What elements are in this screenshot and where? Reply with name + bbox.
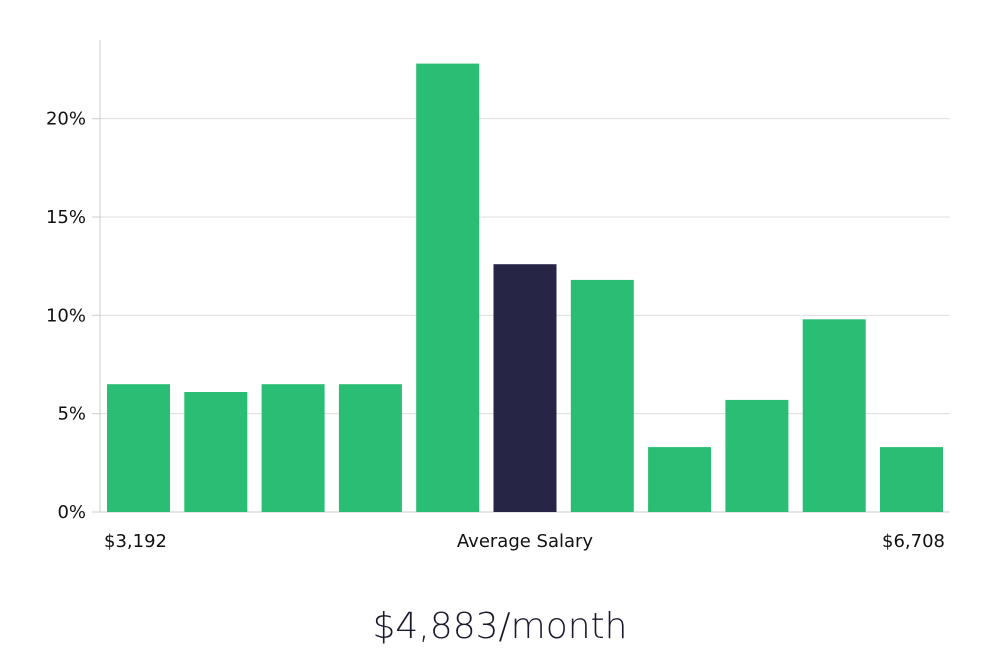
bar <box>725 399 789 512</box>
y-tick-label: 5% <box>57 404 86 425</box>
salary-distribution-chart: 0% 5% 10% 15% 20% $3,192 Average Salary $6,7… <box>46 40 950 552</box>
x-label-max-salary: $6,708 <box>882 531 945 552</box>
bar <box>338 384 402 512</box>
y-tick-label: 0% <box>57 502 86 523</box>
bar <box>107 384 170 512</box>
bar <box>648 447 712 512</box>
bar <box>184 392 248 512</box>
average-salary-headline: $4,883/month <box>372 606 628 647</box>
x-axis-label: Average Salary <box>457 531 594 552</box>
y-axis-ticks: 0% 5% 10% 15% 20% <box>46 109 100 523</box>
bar <box>416 63 480 512</box>
bar <box>261 384 325 512</box>
y-tick-label: 15% <box>46 207 86 228</box>
bars <box>107 63 943 512</box>
x-label-min-salary: $3,192 <box>104 531 167 552</box>
y-tick-label: 10% <box>46 305 86 326</box>
bar <box>802 319 866 512</box>
bar <box>880 447 943 512</box>
y-tick-label: 20% <box>46 109 86 130</box>
bar <box>570 279 634 512</box>
bar-average-salary <box>493 264 557 512</box>
